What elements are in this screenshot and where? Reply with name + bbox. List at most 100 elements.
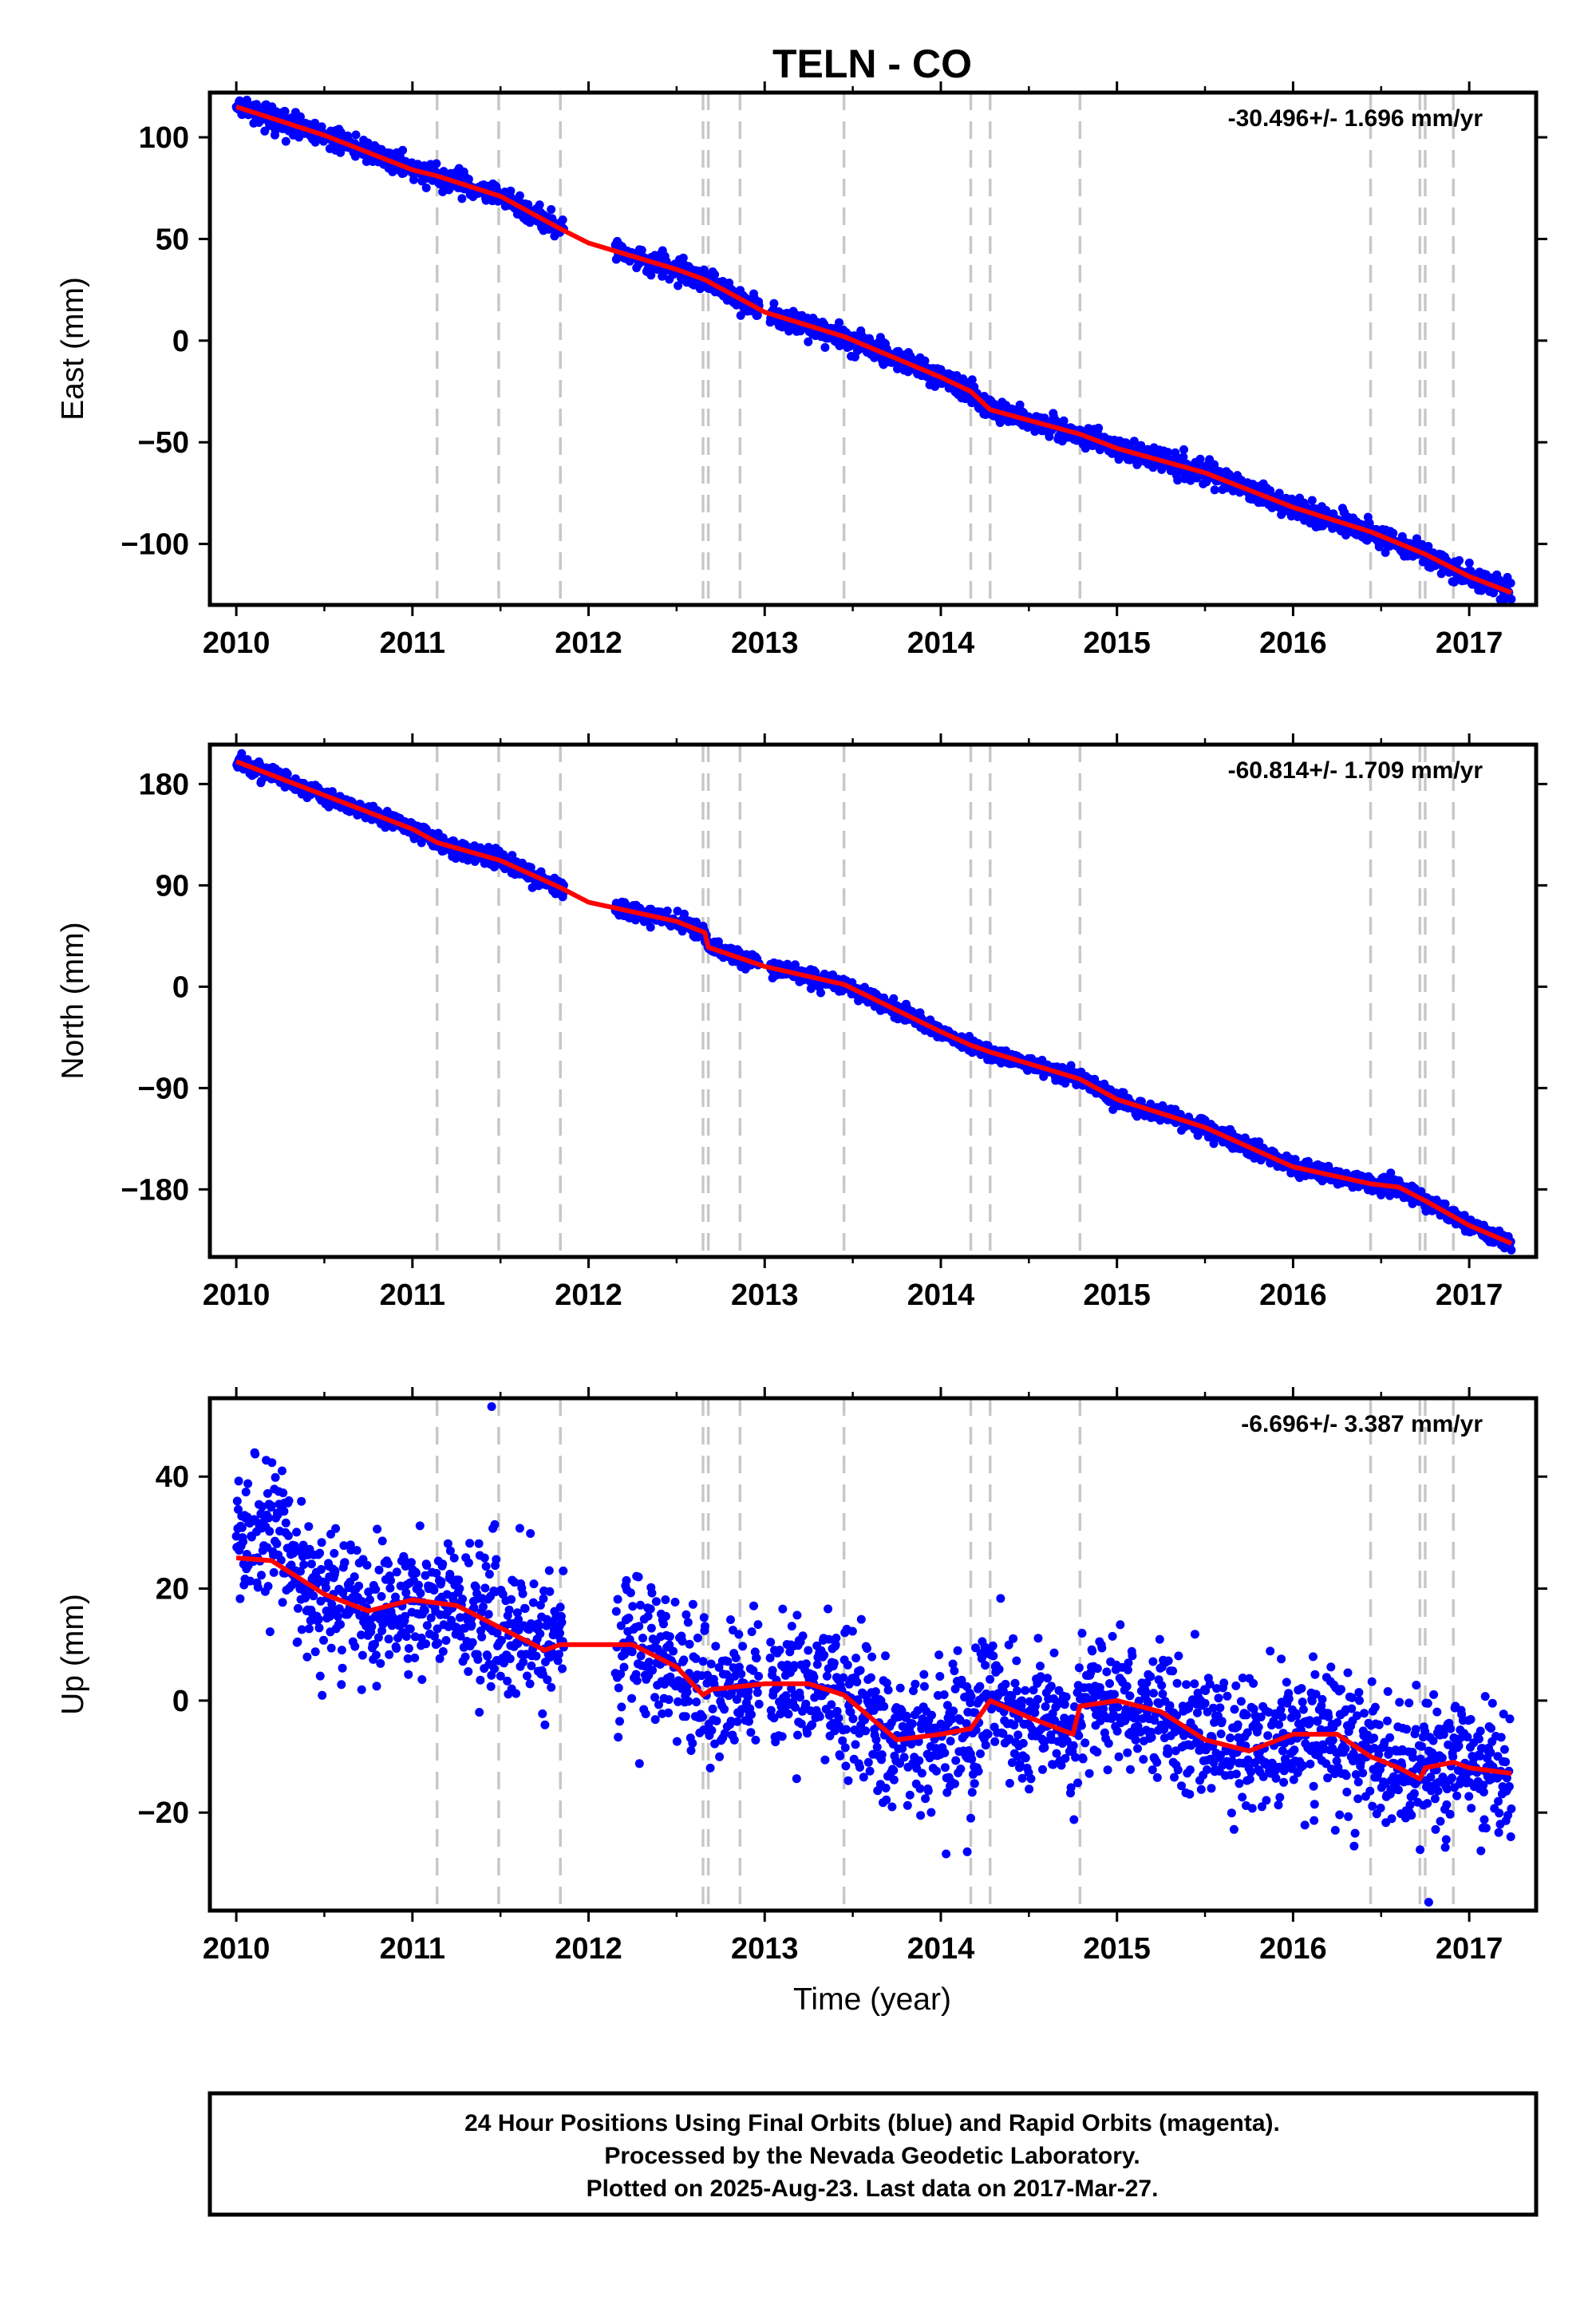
data-point xyxy=(350,1642,360,1651)
data-point xyxy=(309,1591,318,1601)
data-point xyxy=(637,246,646,255)
data-point xyxy=(405,1624,415,1634)
data-point xyxy=(319,1635,328,1645)
data-point xyxy=(377,1536,387,1546)
data-point xyxy=(1179,445,1188,454)
data-point xyxy=(404,1670,413,1679)
data-point xyxy=(1179,453,1188,462)
data-point xyxy=(398,145,408,155)
x-tick-label: 2013 xyxy=(731,1279,799,1312)
data-point xyxy=(281,136,290,146)
data-point xyxy=(412,1568,421,1578)
data-point xyxy=(352,1546,361,1555)
y-tick-label: 0 xyxy=(172,325,189,358)
data-point xyxy=(646,923,655,932)
data-point xyxy=(279,1507,289,1516)
data-point xyxy=(407,1558,416,1567)
data-points-up xyxy=(231,1402,1516,1907)
data-point xyxy=(429,1586,439,1595)
data-point xyxy=(1455,555,1464,565)
data-point xyxy=(1173,476,1183,485)
data-point xyxy=(282,769,292,779)
data-point xyxy=(330,1566,340,1575)
y-tick-label: −100 xyxy=(120,528,189,562)
x-tick-label: 2012 xyxy=(555,626,622,660)
data-point xyxy=(331,1524,341,1533)
data-point xyxy=(416,1588,425,1598)
data-point xyxy=(1129,437,1139,446)
data-point xyxy=(371,1585,381,1594)
data-point xyxy=(299,1560,309,1569)
data-point xyxy=(340,1558,350,1567)
data-point xyxy=(392,1567,401,1577)
data-point xyxy=(283,1531,293,1540)
data-point xyxy=(432,159,441,168)
data-point xyxy=(267,1501,276,1511)
data-point xyxy=(363,138,373,148)
x-tick-label: 2012 xyxy=(555,1279,622,1312)
data-point xyxy=(337,1646,346,1655)
panels: 2010 2011 2012 2013 2014 2015 2016 2017100500−5… xyxy=(56,81,1547,1966)
data-point xyxy=(457,194,467,204)
data-point xyxy=(392,1644,401,1653)
data-point xyxy=(421,1639,431,1649)
data-point xyxy=(292,1528,302,1537)
data-point xyxy=(769,298,779,308)
data-point xyxy=(334,1612,343,1622)
data-point xyxy=(515,191,524,200)
data-point xyxy=(1389,528,1398,538)
data-point xyxy=(263,1582,273,1591)
y-tick-label: 100 xyxy=(139,121,189,155)
y-tick-label: 50 xyxy=(156,223,189,256)
data-point xyxy=(271,1472,280,1482)
data-point xyxy=(358,1650,367,1660)
panel-north: 2010 2011 2012 2013 2014 2015 2016 2017180900−9… xyxy=(56,733,1547,1312)
data-point xyxy=(362,1560,372,1570)
data-point xyxy=(384,1559,393,1568)
data-point xyxy=(265,1627,275,1637)
data-point xyxy=(302,1652,312,1662)
data-point xyxy=(376,1658,385,1668)
x-tick-label: 2017 xyxy=(1436,1279,1503,1312)
data-point xyxy=(1307,496,1317,505)
data-point xyxy=(674,281,683,290)
data-point xyxy=(420,1606,429,1615)
data-point xyxy=(373,1524,382,1534)
data-point xyxy=(1094,423,1104,433)
data-point xyxy=(535,200,544,210)
x-tick-label: 2016 xyxy=(1259,626,1327,660)
data-point xyxy=(421,183,431,192)
data-point xyxy=(241,1488,251,1496)
figure-title: TELN - CO xyxy=(772,41,972,86)
data-point xyxy=(315,1671,325,1681)
data-point xyxy=(330,1548,339,1558)
data-point xyxy=(1171,448,1180,457)
data-point xyxy=(280,107,290,117)
data-point xyxy=(365,1595,374,1604)
data-point xyxy=(304,1522,314,1531)
data-point xyxy=(251,1449,260,1459)
data-point xyxy=(433,1638,443,1648)
data-point xyxy=(415,1521,425,1531)
data-point xyxy=(297,1496,306,1506)
data-point xyxy=(317,1538,326,1547)
data-point xyxy=(338,1663,347,1673)
data-point xyxy=(417,1675,427,1684)
data-point xyxy=(232,1496,242,1506)
panel-east: 2010 2011 2012 2013 2014 2015 2016 2017100500−5… xyxy=(56,81,1547,660)
y-axis-label: East (mm) xyxy=(56,277,90,421)
data-point xyxy=(678,253,688,263)
data-point xyxy=(404,1644,413,1653)
data-point xyxy=(337,1680,346,1690)
panel-up: 2010 2011 2012 2013 2014 2015 2016 201740200−20… xyxy=(56,1387,1547,1966)
data-point xyxy=(243,1479,253,1488)
data-point xyxy=(293,1637,302,1646)
data-point xyxy=(662,906,672,915)
y-tick-label: −90 xyxy=(138,1072,189,1105)
data-point xyxy=(438,1559,448,1569)
data-point xyxy=(414,1580,423,1590)
data-point xyxy=(278,1598,287,1607)
data-point xyxy=(269,1567,279,1577)
data-point xyxy=(523,200,533,209)
y-tick-label: −50 xyxy=(138,426,189,460)
